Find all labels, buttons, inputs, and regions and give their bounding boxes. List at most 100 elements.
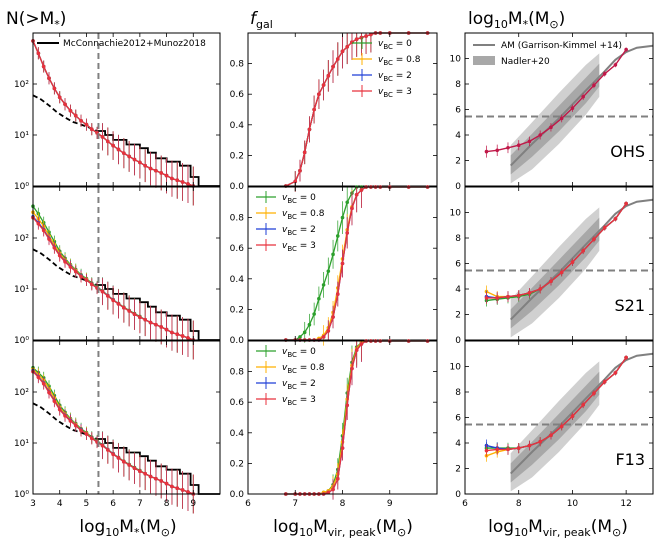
smf-s21-frame [32, 186, 221, 341]
smhm-f13-xtick-label: 12 [620, 499, 631, 509]
smf-f13-series-point [100, 443, 105, 448]
smhm-f13-series-line [486, 357, 627, 452]
smhm-ohs-series-point [495, 148, 500, 153]
smhm-f13-series-point [613, 371, 618, 375]
smf-f13-series-point [68, 419, 73, 423]
smf-s21-ytick-label: 10⁰ [14, 336, 29, 346]
fgal-f13-series-point [335, 476, 340, 481]
smf-ohs-series-point [164, 173, 169, 178]
smhm-f13-series-point [538, 439, 542, 444]
smf-ohs-series-point [63, 102, 67, 107]
smhm-s21-series-point [527, 291, 532, 295]
fgal-s21-series-point [317, 296, 321, 301]
smhm-f13-series-point [506, 447, 510, 452]
smhm-f13-ytick-label: 2 [455, 465, 461, 475]
fgal-s21-series-point [340, 215, 345, 220]
smhm-s21-ytick-label: 4 [455, 285, 461, 295]
smf-f13-xtick-label: 3 [30, 499, 36, 509]
smhm-legend-nadler-swatch [473, 56, 495, 65]
smhm-s21-ytick-label: 8 [455, 234, 461, 244]
fgal-ohs-ytick-label: 0.4 [230, 121, 245, 131]
smf-f13-series-point [63, 414, 67, 418]
smhm-f13-nadler-inner-band [510, 371, 600, 483]
smf-f13-series-point [127, 463, 131, 467]
fgal-f13-series-point [326, 490, 331, 495]
smf-ohs-series-line [32, 40, 194, 187]
fgal-s21-series-point [298, 335, 302, 339]
smf-ohs-series-line [32, 40, 194, 187]
fgal-s21-series-point [321, 283, 326, 287]
smf-ohs-series-point [186, 182, 190, 186]
smhm-s21-series-line [486, 203, 627, 299]
fgal-ohs-series-point [298, 168, 302, 173]
smf-f13-series-line [32, 368, 194, 495]
smf-f13-xtick-label: 9 [190, 499, 196, 509]
fgal-ohs-series-point [364, 34, 368, 38]
smhm-s21-series-point [602, 226, 607, 230]
smf-s21-ytick-label: 10¹ [14, 285, 29, 295]
smhm-f13-ytick-label: 4 [455, 439, 461, 449]
smhm-s21-nadler-inner-band [510, 217, 600, 329]
col1-title: N(>M*) [6, 9, 66, 31]
fgal-s21-series-point [302, 330, 307, 335]
fgal-s21-legend-label: vBC = 3 [282, 241, 316, 253]
smf-ohs-frame [32, 32, 221, 187]
smhm-f13-ytick-label: 6 [455, 414, 461, 424]
smhm-ohs-nadler-inner-band [510, 63, 600, 175]
fgal-s21-ytick-label: 0.6 [230, 244, 245, 254]
smf-f13-series-point [41, 381, 46, 386]
smf-s21-observed-dashed [32, 248, 98, 286]
smhm-f13-series-point [559, 424, 564, 429]
fgal-s21-series-point [321, 335, 326, 339]
smf-f13-ytick-label: 10² [14, 388, 29, 398]
fgal-f13-frame [247, 340, 438, 495]
smf-f13-series-point [106, 448, 110, 452]
smf-f13-series-point [116, 456, 121, 460]
fgal-f13-xtick-label: 6 [245, 499, 251, 509]
smf-s21-ytick-label: 10² [14, 234, 29, 244]
smf-s21-series-point [186, 336, 190, 340]
smf-legend-label: McConnachie2012+Munoz2018 [63, 39, 206, 49]
fgal-ohs-series-point [307, 127, 312, 132]
smf-ohs-series-point [84, 122, 89, 127]
fgal-f13-xtick-label: 7 [292, 499, 298, 509]
fgal-s21-series-point [335, 234, 340, 238]
smf-s21-series-point [127, 309, 131, 313]
smhm-ohs-series-point [559, 116, 564, 121]
smf-f13-series-point [73, 423, 78, 428]
smf-f13-xtick-label: 4 [57, 499, 63, 509]
fgal-s21-ytick-label: 0.0 [230, 336, 245, 346]
smf-s21-series-point [68, 265, 73, 269]
smf-s21-series-point [154, 322, 158, 327]
smf-ohs-series-point [41, 64, 46, 69]
smf-ohs-series-point [89, 127, 94, 131]
fgal-f13-ytick-label: 0.0 [230, 490, 245, 500]
smhm-s21-ytick-label: 2 [455, 311, 461, 321]
fgal-s21-series-point [331, 252, 335, 257]
smhm-ohs-series-point [602, 72, 607, 76]
fgal-s21-series-point [345, 231, 350, 235]
fgal-s21-ytick-label: 0.8 [230, 214, 245, 224]
smhm-ohs-series-point [549, 125, 553, 130]
fgal-ohs-legend-label: vBC = 2 [378, 71, 412, 83]
smhm-f13-ytick-label: 10 [450, 363, 462, 373]
smf-s21-series-point [111, 298, 115, 303]
smhm-ohs-series-point [581, 94, 585, 99]
smhm-ohs-series-point [527, 139, 532, 144]
smf-ohs-series-point [111, 143, 115, 148]
smhm-s21-series-point [538, 287, 542, 291]
fgal-f13-legend-label: vBC = 0.8 [282, 363, 325, 375]
smf-ohs-series-point [116, 147, 121, 152]
fgal-ohs-series-point [335, 57, 340, 61]
smhm-ohs-ytick-label: 4 [455, 131, 461, 141]
smf-ohs-series-point [52, 86, 57, 91]
smhm-s21-series-point [495, 296, 500, 300]
smhm-ohs-series-point [506, 145, 510, 150]
smf-s21-series-point [175, 332, 180, 336]
smf-s21-series-point [100, 289, 105, 294]
fgal-ohs-series-point [331, 64, 335, 69]
smhm-ohs-series-point [613, 63, 618, 67]
smf-s21-series-point [73, 269, 78, 274]
smhm-ohs-ytick-label: 2 [455, 157, 461, 167]
